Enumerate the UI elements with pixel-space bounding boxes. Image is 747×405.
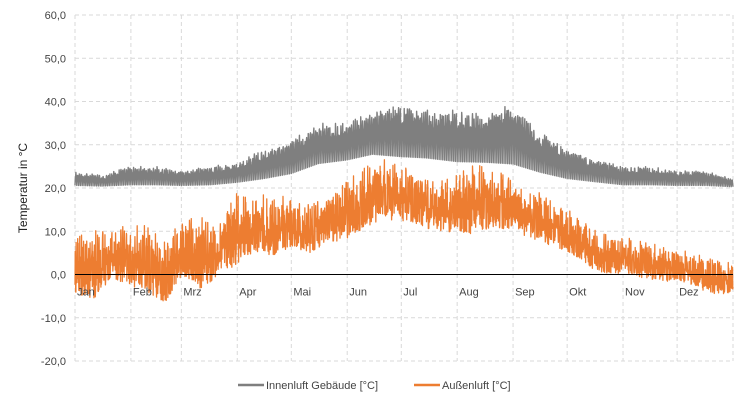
series-line-outdoor — [74, 159, 734, 302]
y-tick-label: 60,0 — [45, 10, 66, 22]
grid — [74, 14, 734, 362]
x-tick-label: Mai — [293, 287, 311, 299]
x-tick-label: Jun — [349, 287, 367, 299]
y-tick-label: -20,0 — [41, 356, 66, 368]
x-tick-label: Feb — [133, 287, 152, 299]
y-tick-labels: -20,0 -10,0 0,0 10,0 20,0 30,0 40,0 50,0 60,0 — [41, 10, 66, 368]
x-tick-label: Okt — [569, 287, 586, 299]
y-tick-label: 40,0 — [45, 97, 66, 109]
y-axis-label: Temperatur in °C — [16, 143, 30, 233]
x-tick-label: Apr — [239, 287, 256, 299]
y-tick-label: 30,0 — [45, 140, 66, 152]
y-tick-label: 20,0 — [45, 183, 66, 195]
x-tick-label: Aug — [459, 287, 479, 299]
x-tick-labels: Jan Feb Mrz Apr Mai Jun Jul Aug Sep Okt Nov Dez — [77, 287, 699, 299]
series-line-indoor — [74, 105, 734, 188]
x-tick-label: Dez — [679, 287, 699, 299]
x-tick-label: Jan — [77, 287, 95, 299]
x-tick-label: Nov — [625, 287, 645, 299]
y-tick-label: 0,0 — [51, 270, 66, 282]
x-tick-label: Mrz — [183, 287, 201, 299]
legend: Innenluft Gebäude [°C] Außenluft [°C] — [238, 380, 511, 392]
y-tick-label: -10,0 — [41, 313, 66, 325]
y-tick-label: 50,0 — [45, 53, 66, 65]
x-tick-label: Jul — [403, 287, 417, 299]
y-tick-label: 10,0 — [45, 226, 66, 238]
legend-label: Außenluft [°C] — [442, 380, 511, 392]
legend-label: Innenluft Gebäude [°C] — [266, 380, 378, 392]
x-tick-label: Sep — [515, 287, 535, 299]
series-layer — [74, 105, 734, 302]
